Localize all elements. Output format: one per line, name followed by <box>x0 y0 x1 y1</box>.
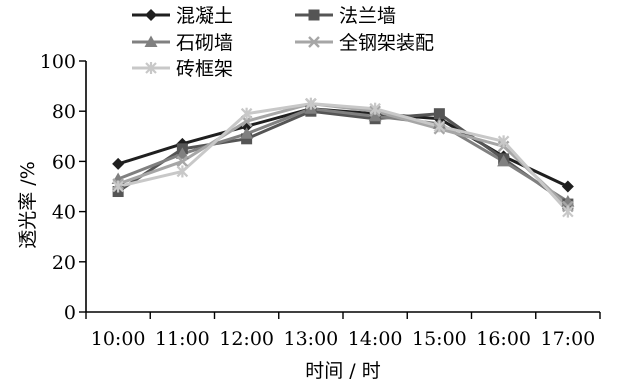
y-axis: 0 20 40 60 80 100 <box>40 51 87 324</box>
data-point <box>433 120 446 133</box>
y-tick-label: 20 <box>52 252 76 274</box>
x-tick-label: 15:00 <box>412 328 467 350</box>
legend-marker <box>145 9 157 21</box>
y-tick-label: 0 <box>64 302 76 324</box>
data-point <box>175 147 189 159</box>
legend-item: 混凝土 <box>132 5 233 27</box>
data-point <box>433 108 445 120</box>
data-point <box>368 109 382 122</box>
data-point <box>176 165 189 178</box>
legend-label: 法兰墙 <box>339 5 396 27</box>
legend-item: 石砌墙 <box>132 32 233 54</box>
legend-label: 混凝土 <box>176 5 233 27</box>
data-point <box>562 205 574 218</box>
y-tick-label: 100 <box>40 51 76 73</box>
legend-label: 砖框架 <box>176 58 233 80</box>
legend-item: 全钢架装配 <box>295 32 434 54</box>
series-line-2 <box>117 109 569 206</box>
data-point <box>561 180 574 193</box>
data-point <box>176 155 189 168</box>
x-axis-title: 时间 / 时 <box>305 360 380 382</box>
data-point <box>369 102 381 115</box>
data-point <box>112 157 125 170</box>
y-tick-label: 80 <box>52 101 76 123</box>
x-axis: 10:00 11:00 12:00 13:00 14:00 15:00 16:00 17:00 <box>85 311 601 350</box>
data-point <box>240 107 253 120</box>
data-point <box>112 180 124 193</box>
legend-item: 法兰墙 <box>295 5 396 27</box>
data-point <box>241 133 253 145</box>
x-tick-label: 13:00 <box>283 328 338 350</box>
data-point <box>497 135 510 148</box>
x-tick-label: 10:00 <box>91 328 146 350</box>
legend-item: 砖框架 <box>132 58 233 80</box>
legend-marker <box>144 35 158 47</box>
x-tick-label: 16:00 <box>476 328 531 350</box>
legend-label: 石砌墙 <box>176 32 233 54</box>
y-tick-label: 40 <box>52 202 76 224</box>
data-point <box>497 154 511 167</box>
legend-label: 全钢架装配 <box>339 32 434 54</box>
data-point <box>240 127 254 139</box>
legend-marker <box>145 62 157 74</box>
legend-marker <box>308 9 320 21</box>
plot-area <box>111 97 575 218</box>
x-tick-label: 12:00 <box>219 328 274 350</box>
x-tick-label: 17:00 <box>540 328 595 350</box>
series-line-5 <box>117 102 569 213</box>
x-tick-label: 11:00 <box>155 328 210 350</box>
x-tick-label: 14:00 <box>348 328 403 350</box>
data-point <box>305 97 317 110</box>
y-axis-title: 透光率 /% <box>17 161 39 249</box>
y-tick-label: 60 <box>52 151 76 173</box>
series-line-3 <box>117 107 569 203</box>
legend-marker <box>308 36 320 48</box>
